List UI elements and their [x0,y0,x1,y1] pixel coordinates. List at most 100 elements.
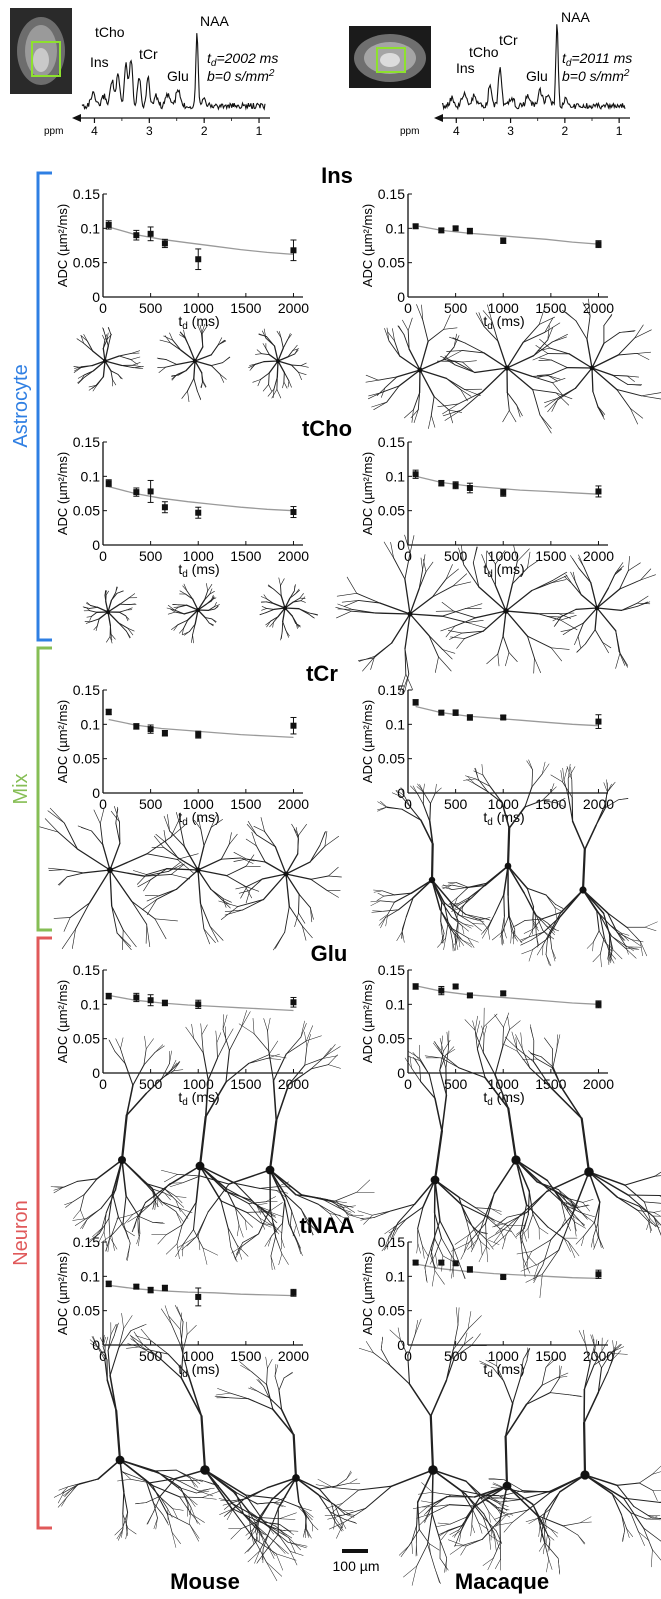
data-point [148,726,154,732]
x-tick-label: 1500 [230,1348,261,1364]
peak-label-ins: Ins [90,54,109,70]
data-point [195,510,201,516]
x-tick-label: 2000 [583,548,614,564]
mri-mouse-image [10,8,72,94]
y-tick-label: 0.1 [81,220,101,236]
data-point [148,231,154,237]
x-tick-label: 500 [444,1076,468,1092]
data-point [195,1001,201,1007]
data-point [148,1287,154,1293]
y-axis-label: ADC (µm²/ms) [360,1252,375,1335]
x-tick-label: 0 [404,1076,412,1092]
data-point [106,222,112,228]
ppm-axis-label: ppm [44,126,63,137]
ppm-tick-label: 2 [562,124,569,138]
y-tick-label: 0.1 [386,716,406,732]
data-point [438,480,444,486]
data-point [467,714,473,720]
y-tick-label: 0.05 [378,503,405,519]
metabolite-title-tcho: tCho [302,416,352,441]
data-point [162,1285,168,1291]
x-tick-label: 1500 [230,796,261,812]
peak-label-tcr: tCr [139,46,158,62]
data-point [453,983,459,989]
data-point [413,699,419,705]
y-tick-label: 0.05 [378,1031,405,1047]
group-label-mix: Mix [10,773,32,804]
data-point [162,240,168,246]
data-point [162,1000,168,1006]
x-tick-label: 2000 [583,300,614,316]
data-point [133,723,139,729]
mri-macaque-image [349,26,431,88]
ppm-tick-label: 1 [616,124,623,138]
ppm-tick-label: 3 [507,124,514,138]
column-label-macaque: Macaque [455,1569,549,1594]
data-point [595,241,601,247]
ppm-axis-label: ppm [400,126,419,137]
y-axis-label: ADC (µm²/ms) [360,700,375,783]
y-tick-label: 0.15 [378,962,405,978]
y-tick-label: 0.15 [378,682,405,698]
y-axis-label: ADC (µm²/ms) [55,1252,70,1335]
y-tick-label: 0.1 [81,1268,101,1284]
data-point [413,471,419,477]
peak-label-tcr: tCr [499,32,518,48]
data-point [106,709,112,715]
y-axis-label: ADC (µm²/ms) [55,452,70,535]
metabolite-title-tnaa: tNAA [300,1213,355,1238]
y-tick-label: 0.15 [378,434,405,450]
x-tick-label: 1500 [535,1348,566,1364]
y-tick-label: 0.1 [386,468,406,484]
data-point [467,1266,473,1272]
group-label-astrocyte: Astrocyte [10,364,32,447]
data-point [133,489,139,495]
data-point [133,994,139,1000]
data-point [290,723,296,729]
y-tick-label: 0.1 [386,1268,406,1284]
y-tick-label: 0.1 [386,220,406,236]
y-tick-label: 0.05 [73,751,100,767]
peak-label-naa: NAA [200,13,229,29]
data-point [453,482,459,488]
data-point [162,504,168,510]
data-point [438,710,444,716]
x-tick-label: 500 [139,548,163,564]
y-tick-label: 0.05 [73,1031,100,1047]
data-point [438,227,444,233]
data-point [413,1260,419,1266]
x-tick-label: 2000 [278,548,309,564]
data-point [195,732,201,738]
data-point [106,1281,112,1287]
data-point [595,1001,601,1007]
ppm-tick-label: 2 [201,124,208,138]
y-axis-label: ADC (µm²/ms) [360,204,375,287]
peak-label-glu: Glu [167,68,189,84]
y-tick-label: 0.05 [73,503,100,519]
y-axis-label: ADC (µm²/ms) [360,452,375,535]
y-tick-label: 0.15 [378,186,405,202]
x-tick-label: 0 [99,796,107,812]
data-point [500,1274,506,1280]
x-tick-label: 0 [99,1076,107,1092]
data-point [106,993,112,999]
x-tick-label: 500 [444,796,468,812]
x-tick-label: 2000 [583,1076,614,1092]
metabolite-title-glu: Glu [311,941,348,966]
data-point [195,256,201,262]
x-tick-label: 2000 [278,796,309,812]
data-point [290,247,296,253]
metabolite-title-tcr: tCr [306,661,338,686]
x-tick-label: 500 [139,796,163,812]
b-annotation: b=0 s/mm2 [562,68,630,84]
data-point [413,223,419,229]
column-label-mouse: Mouse [170,1569,240,1594]
metabolite-title-ins: Ins [321,163,353,188]
data-point [290,1290,296,1296]
data-point [290,509,296,515]
data-point [162,730,168,736]
peak-label-ins: Ins [456,60,475,76]
x-tick-label: 1500 [535,1076,566,1092]
b-annotation: b=0 s/mm2 [207,68,275,84]
